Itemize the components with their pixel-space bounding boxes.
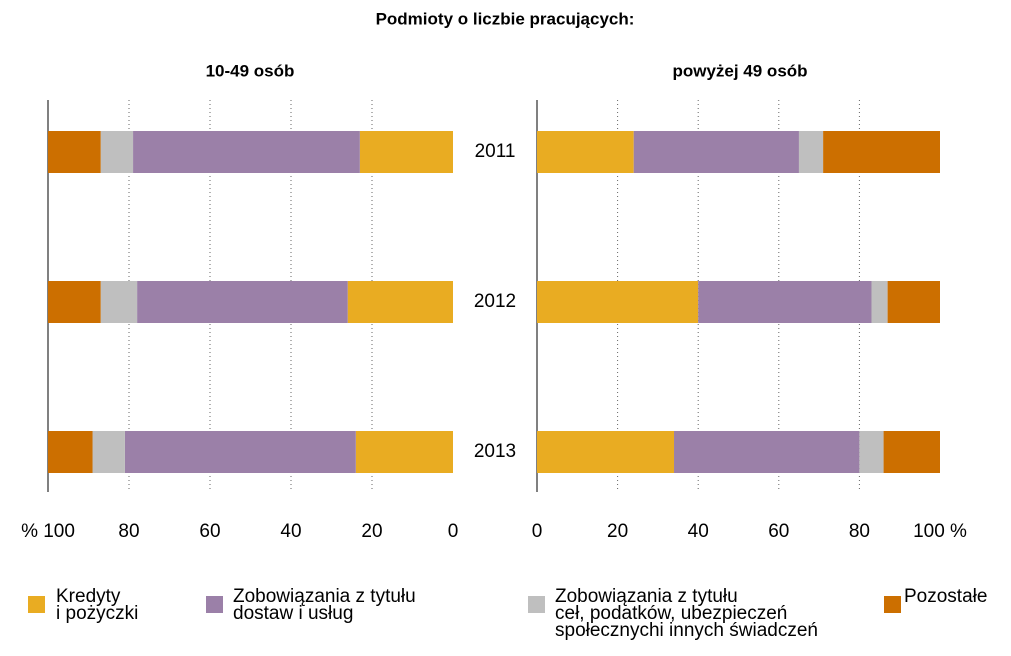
bar-segment	[92, 431, 125, 473]
x-tick-label: 60	[199, 521, 220, 542]
legend-label: Zobowiązania z tytułu dostaw i usług	[233, 586, 416, 624]
legend-swatch	[884, 596, 901, 613]
legend-label: Pozostałe	[904, 586, 988, 607]
x-tick-label: 80	[118, 521, 139, 542]
legend-label: Kredyty i pożyczki	[56, 586, 139, 624]
x-tick-label: 20	[361, 521, 382, 542]
x-tick-label: 40	[688, 521, 709, 542]
bar-segment	[537, 431, 675, 473]
x-tick-label: 100 %	[913, 521, 967, 542]
bar-segment	[100, 281, 138, 323]
bar-segment	[124, 431, 356, 473]
bar-segment	[48, 131, 101, 173]
legend-swatch	[206, 596, 223, 613]
bar-segment	[871, 281, 888, 323]
legend-label: Zobowiązania z tytułu ceł, podatków, ube…	[555, 586, 818, 641]
bar-segment	[537, 281, 699, 323]
bar-segment	[859, 431, 884, 473]
bar-segment	[887, 281, 940, 323]
super-title: Podmioty o liczbie pracujących:	[376, 9, 635, 28]
chart: Podmioty o liczbie pracujących: 10-49 os…	[21, 9, 967, 542]
y-tick-label: 2013	[474, 441, 516, 462]
x-tick-label: 0	[532, 521, 543, 542]
bar-segment	[48, 431, 93, 473]
x-tick-label: % 100	[21, 521, 75, 542]
bar-segment	[133, 131, 360, 173]
bar-segment	[633, 131, 799, 173]
legend-swatch	[528, 596, 545, 613]
bar-segment	[137, 281, 348, 323]
bar-segment	[698, 281, 872, 323]
bar-segment	[674, 431, 860, 473]
bar-segment	[359, 131, 453, 173]
x-tick-label: 80	[849, 521, 870, 542]
bar-segment	[823, 131, 940, 173]
legend-swatch	[28, 596, 45, 613]
x-tick-label: 60	[768, 521, 789, 542]
bar-segment	[355, 431, 453, 473]
y-tick-label: 2011	[475, 141, 516, 162]
x-tick-label: 0	[448, 521, 459, 542]
bar-segment	[347, 281, 453, 323]
y-tick-label: 2012	[474, 291, 516, 312]
bar-segment	[798, 131, 824, 173]
chart-title: powyżej 49 osób	[672, 61, 807, 80]
x-tick-label: 40	[280, 521, 301, 542]
bar-segment	[883, 431, 940, 473]
bar-segment	[48, 281, 101, 323]
chart-title: 10-49 osób	[206, 61, 295, 80]
x-tick-label: 20	[607, 521, 628, 542]
bar-segment	[537, 131, 634, 173]
bar-segment	[100, 131, 134, 173]
